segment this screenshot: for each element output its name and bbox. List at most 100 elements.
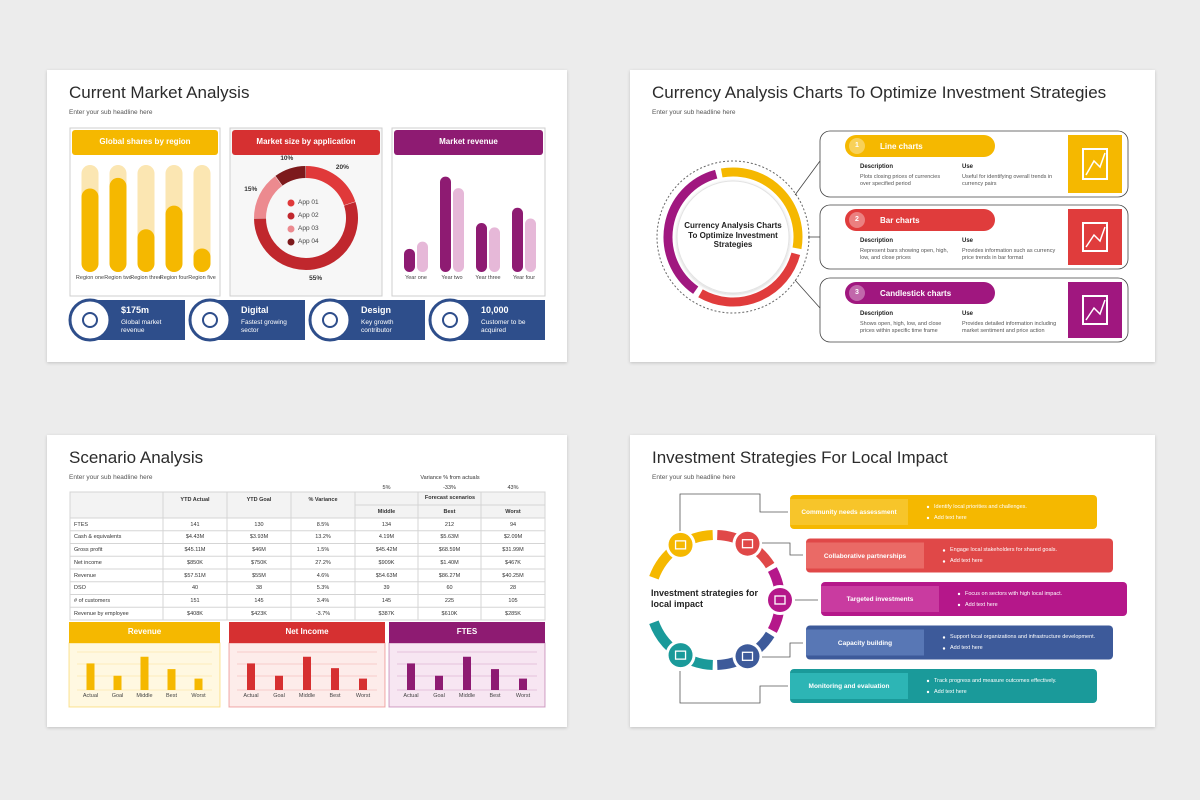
- icon-glyph: [1085, 299, 1106, 321]
- item-title: Collaborative partnerships: [823, 552, 907, 560]
- table-cell: $46M: [252, 547, 266, 553]
- ring-arc: [720, 167, 803, 250]
- bar: [453, 188, 464, 272]
- table-cell: $54.63M: [375, 572, 398, 579]
- item-title: Bar charts: [880, 216, 920, 225]
- x-tick-label: Goal: [433, 693, 445, 699]
- x-tick-label: Best: [165, 693, 177, 699]
- x-tick-label: Actual: [403, 693, 419, 699]
- bullet: [926, 690, 930, 694]
- table-cell: $45.42M: [375, 547, 398, 553]
- connector: [679, 671, 788, 704]
- stat-label: Key growth contributor: [361, 319, 394, 334]
- x-tick-label: Year one: [405, 275, 427, 281]
- item-pill: [845, 209, 995, 231]
- x-tick-label: Middle: [136, 693, 153, 699]
- table-cell: $3.93M: [249, 534, 269, 541]
- panel-header: [232, 130, 380, 155]
- bullet-text: Focus on sectors with high local impact.: [965, 590, 1063, 597]
- item-number-disc: [849, 285, 865, 301]
- column-label: Use: [962, 311, 974, 317]
- icon-glyph: [1082, 222, 1108, 252]
- bar: [194, 678, 203, 690]
- slide-subtitle: Enter your sub headline here: [652, 109, 736, 116]
- x-tick-label: Region three: [130, 275, 162, 281]
- column-header: % Variance: [308, 497, 338, 503]
- bar: [489, 227, 500, 272]
- x-tick-label: Goal: [111, 693, 124, 699]
- item-label-bg: [790, 673, 908, 699]
- x-tick-label: Region one: [75, 275, 105, 281]
- table-cell: $1.40M: [440, 559, 459, 566]
- table-cell: 212: [444, 521, 455, 528]
- x-tick-label: Year two: [441, 275, 463, 281]
- column-label: Use: [962, 238, 974, 244]
- bar: [512, 207, 523, 272]
- bar: [193, 248, 211, 272]
- item-number-disc: [849, 138, 865, 154]
- connector: [794, 279, 821, 309]
- x-tick-label: Region two: [104, 275, 132, 281]
- center-disc: [676, 180, 790, 294]
- legend-label: App 01: [298, 199, 319, 206]
- slide-title: Currency Analysis Charts To Optimize Inv…: [652, 83, 1107, 102]
- x-tick-label: Best: [489, 693, 501, 699]
- bar: [86, 663, 95, 690]
- center-text: Currency Analysis Charts To Optimize Inv…: [684, 221, 782, 250]
- table-cell: $2.09M: [503, 534, 523, 541]
- stat-label: Customer to be acquired: [481, 319, 526, 334]
- table-cell: Revenue: [74, 572, 97, 579]
- x-tick-label: Year four: [512, 275, 536, 281]
- bar: [275, 675, 283, 690]
- table-cell: 5.3%: [316, 585, 330, 592]
- item-title: Community needs assessment: [801, 509, 897, 516]
- stat-icon: [68, 298, 112, 342]
- bullet-text: Add text here: [950, 645, 983, 651]
- panel-title: Market revenue: [439, 137, 498, 146]
- bullet: [957, 592, 961, 596]
- slide-subtitle: Enter your sub headline here: [652, 474, 736, 481]
- stat-icon-glyph: [442, 312, 458, 328]
- variance-caption: Variance % from actuals: [420, 475, 480, 481]
- table-cell: $387K: [378, 610, 395, 617]
- description: Shows open, high, low, and close prices …: [860, 321, 942, 334]
- table-cell: 4.19M: [378, 534, 395, 541]
- slide-title: Current Market Analysis: [69, 83, 250, 102]
- table-cell: $408K: [187, 610, 203, 617]
- donut-segment: [254, 176, 283, 219]
- item-label-bg: [806, 542, 924, 569]
- panel-title: Global shares by region: [99, 137, 191, 146]
- column-label: Use: [962, 164, 974, 170]
- node-glyph: [741, 651, 754, 661]
- table-cell: 8.5%: [316, 521, 330, 528]
- legend-swatch: [287, 212, 295, 220]
- item-title: Targeted investments: [846, 596, 914, 603]
- node-glyph: [674, 650, 687, 660]
- table-cell: 134: [381, 521, 392, 528]
- bullet-text: Support local organizations and infrastr…: [950, 634, 1096, 640]
- table-cell: 145: [254, 598, 264, 604]
- bar: [303, 656, 311, 690]
- table-cell: Cash & equivalents: [74, 534, 122, 541]
- bar: [359, 678, 367, 690]
- variance-value: 43%: [507, 485, 519, 491]
- connector: [679, 493, 788, 531]
- bar: [140, 656, 149, 690]
- bullet: [926, 679, 930, 683]
- icon-glyph: [1082, 295, 1108, 325]
- legend-swatch: [287, 225, 295, 233]
- bar: [417, 241, 428, 272]
- panel-header: [229, 622, 385, 643]
- item-label-bg: [806, 629, 924, 656]
- icon-glyph: [1085, 226, 1106, 248]
- bar: [331, 668, 339, 690]
- bar: [113, 675, 122, 690]
- x-tick-label: Goal: [273, 693, 285, 699]
- x-tick-label: Actual: [243, 693, 259, 699]
- table-cell: -3.7%: [315, 610, 331, 617]
- description: Plots closing prices of currencies over …: [860, 174, 941, 187]
- bullet: [942, 549, 946, 552]
- table-cell: 225: [444, 598, 455, 604]
